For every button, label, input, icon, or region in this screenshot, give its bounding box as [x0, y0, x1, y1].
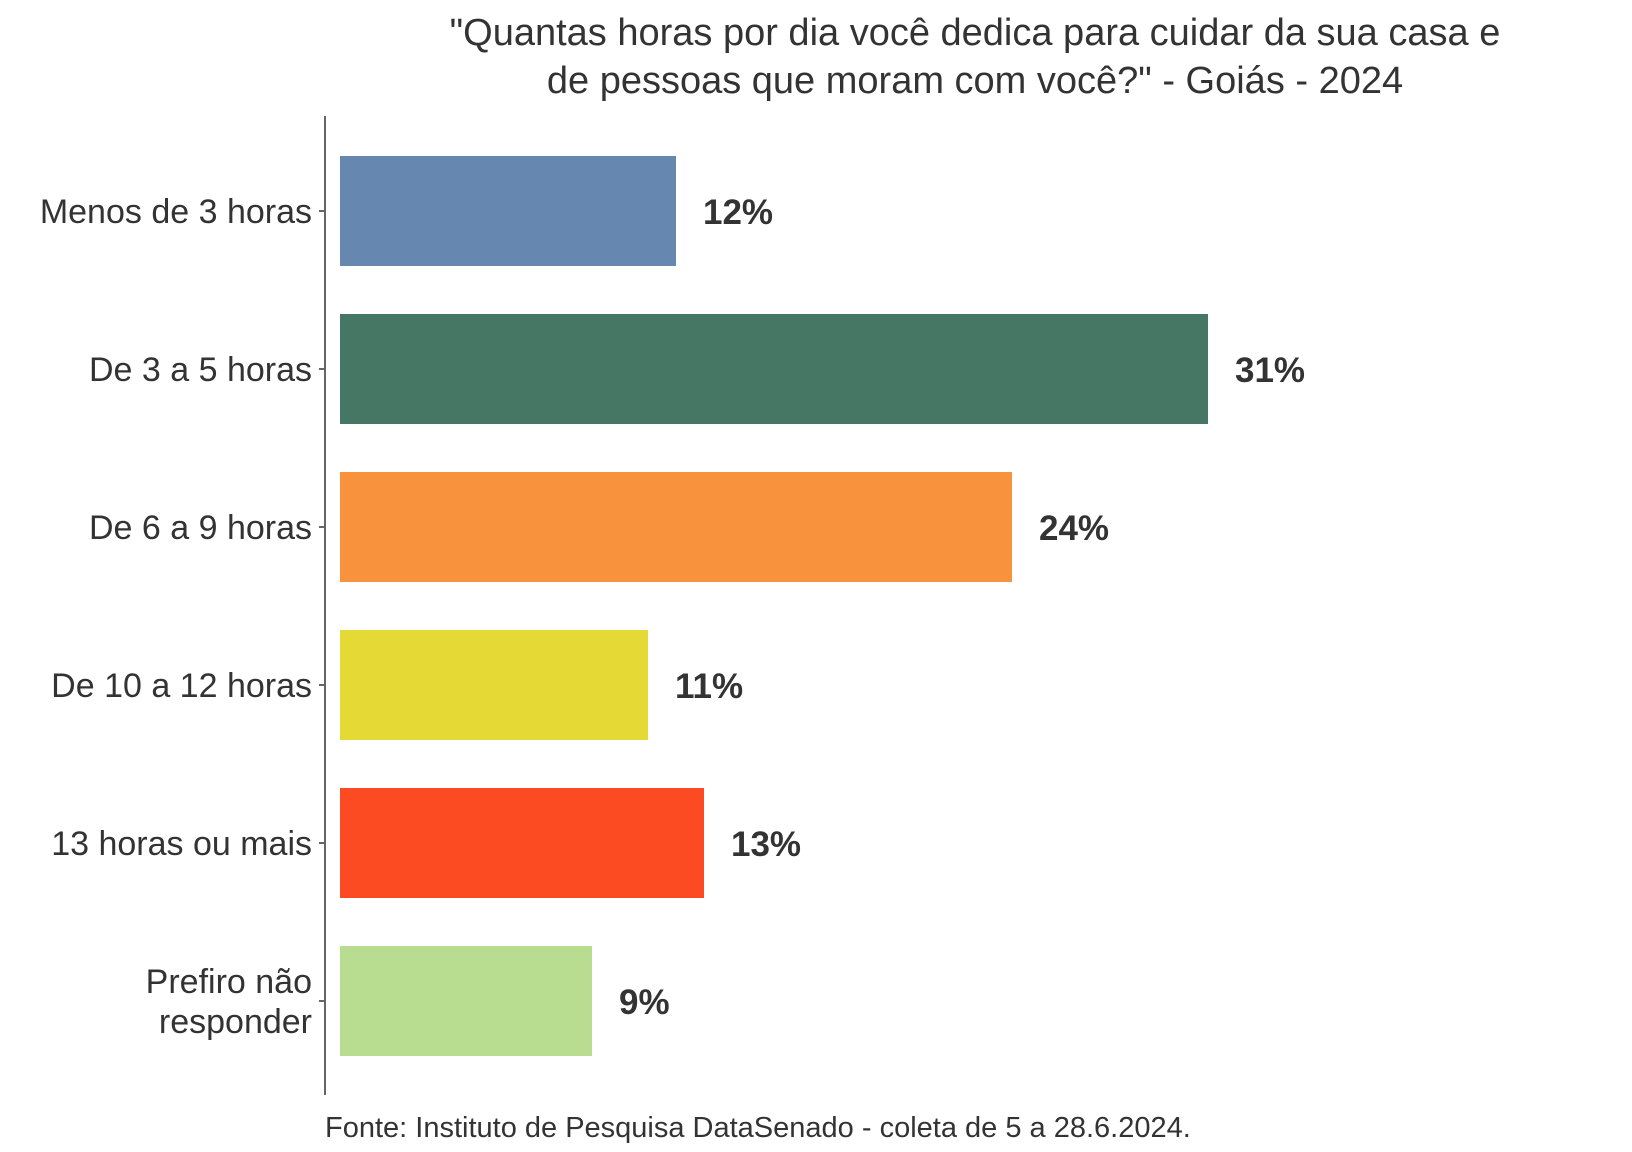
bar-2	[340, 472, 1012, 582]
value-label-2: 24%	[1039, 509, 1109, 548]
bars-group: Menos de 3 horas 12% De 3 a 5 horas 31% De 6…	[40, 156, 1305, 1056]
chart-title-line-2: de pessoas que moram com você?" - Goiás …	[547, 60, 1403, 102]
category-label-5-line-0: Prefiro não	[146, 963, 312, 1001]
bar-4	[340, 788, 704, 898]
bar-0	[340, 156, 676, 266]
category-label-0: Menos de 3 horas	[40, 193, 312, 231]
category-label-5-line-1: responder	[159, 1003, 312, 1041]
category-label-1: De 3 a 5 horas	[89, 351, 312, 389]
value-label-4: 13%	[731, 825, 801, 864]
category-label-2: De 6 a 9 horas	[89, 509, 312, 547]
value-label-5: 9%	[619, 983, 670, 1022]
category-label-3: De 10 a 12 horas	[51, 667, 312, 705]
bar-1	[340, 314, 1208, 424]
source-note: Fonte: Instituto de Pesquisa DataSenado …	[325, 1112, 1191, 1144]
bar-5	[340, 946, 592, 1056]
value-label-3: 11%	[675, 667, 743, 706]
bar-3	[340, 630, 648, 740]
chart-title-line-1: "Quantas horas por dia você dedica para …	[450, 12, 1501, 54]
value-label-0: 12%	[703, 193, 773, 232]
value-label-1: 31%	[1235, 351, 1305, 390]
category-label-4: 13 horas ou mais	[51, 825, 312, 863]
